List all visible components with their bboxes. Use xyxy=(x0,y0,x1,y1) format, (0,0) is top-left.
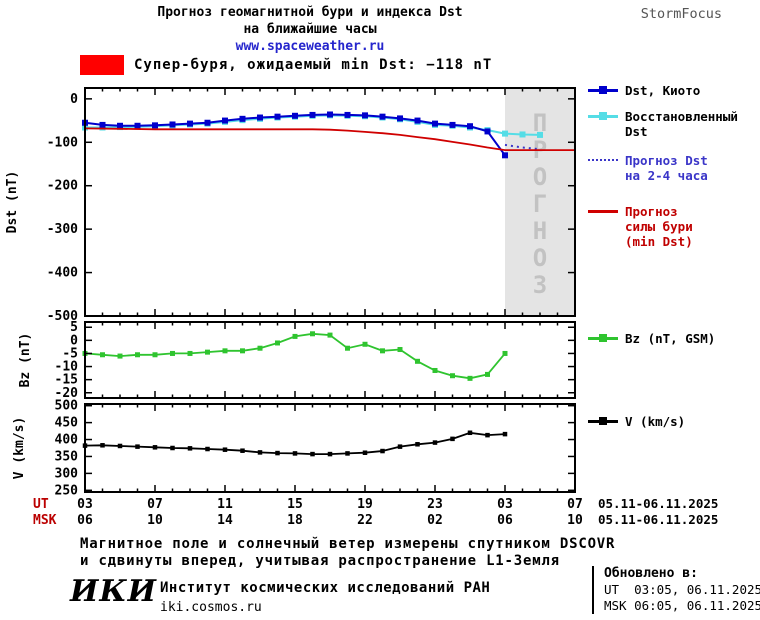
legend-dst-kyoto-label: Dst, Киото xyxy=(625,83,701,98)
svg-text:Dst (nT): Dst (nT) xyxy=(5,171,20,234)
page-subtitle: на ближайшие часы xyxy=(243,22,377,37)
legend-bz-label: Bz (nT, GSM) xyxy=(625,331,716,346)
legend-forecast-label-line2: на 2-4 часа xyxy=(625,168,708,183)
iki-logo: ИКИ xyxy=(70,574,157,609)
storm-alert: Супер-буря, ожидаемый min Dst: −118 nT xyxy=(80,55,492,75)
svg-text:11: 11 xyxy=(217,497,233,512)
svg-text:Г: Г xyxy=(533,190,547,218)
updated-label: Обновлено в: xyxy=(604,566,698,581)
svg-text:400: 400 xyxy=(55,433,79,448)
brand-label: StormFocus xyxy=(640,6,722,22)
legend-forecast-label-line1: Прогноз Dst xyxy=(625,153,708,168)
svg-text:450: 450 xyxy=(55,416,79,431)
legend-storm-forecast: Прогноз силы бури (min Dst) xyxy=(588,204,693,249)
bz-marker-icon xyxy=(588,333,618,344)
svg-text:03: 03 xyxy=(77,497,93,512)
legend-storm-label-line2: силы бури xyxy=(625,219,693,234)
alert-text: Супер-буря, ожидаемый min Dst: −118 nT xyxy=(134,57,493,73)
svg-text:О: О xyxy=(533,244,547,272)
legend-forecast-dst: Прогноз Dst на 2-4 часа xyxy=(588,153,708,183)
legend-v-label: V (km/s) xyxy=(625,414,686,429)
svg-text:19: 19 xyxy=(357,497,373,512)
updated-block: Обновлено в: UT 03:05, 06.11.2025 MSK 06… xyxy=(592,566,760,614)
svg-text:300: 300 xyxy=(55,466,79,481)
legend-dst-kyoto: Dst, Киото xyxy=(588,83,700,98)
legend-restored-label-line1: Восстановленный xyxy=(625,109,738,124)
iki-site-link[interactable]: iki.cosmos.ru xyxy=(160,600,262,615)
svg-text:06: 06 xyxy=(77,513,93,528)
svg-text:О: О xyxy=(533,163,547,191)
svg-text:З: З xyxy=(533,271,547,299)
legend-restored-label-line2: Dst xyxy=(625,124,648,139)
svg-text:250: 250 xyxy=(55,483,79,498)
svg-text:-200: -200 xyxy=(47,179,78,194)
svg-text:02: 02 xyxy=(427,513,443,528)
svg-text:-500: -500 xyxy=(47,309,78,324)
svg-text:350: 350 xyxy=(55,449,79,464)
alert-color-swatch xyxy=(80,55,124,75)
svg-text:MSK: MSK xyxy=(33,513,57,528)
restored-dst-marker-icon xyxy=(588,111,618,122)
svg-text:0: 0 xyxy=(70,333,78,348)
svg-text:UT: UT xyxy=(33,497,49,512)
svg-text:500: 500 xyxy=(55,399,79,414)
svg-text:-15: -15 xyxy=(55,373,78,388)
svg-text:05.11-06.11.2025: 05.11-06.11.2025 xyxy=(598,512,718,527)
legend-storm-label-line3: (min Dst) xyxy=(625,234,693,249)
svg-text:06: 06 xyxy=(497,513,513,528)
svg-text:Н: Н xyxy=(533,217,547,245)
v-marker-icon xyxy=(588,416,618,427)
svg-text:23: 23 xyxy=(427,497,443,512)
svg-text:-10: -10 xyxy=(55,360,79,375)
measurement-note-line1: Магнитное поле и солнечный ветер измерен… xyxy=(80,536,616,552)
svg-text:14: 14 xyxy=(217,513,233,528)
legend-storm-label-line1: Прогноз xyxy=(625,204,678,219)
svg-text:-400: -400 xyxy=(47,266,78,281)
svg-text:-20: -20 xyxy=(55,386,79,401)
updated-ut: UT 03:05, 06.11.2025 xyxy=(604,582,760,597)
svg-text:05.11-06.11.2025: 05.11-06.11.2025 xyxy=(598,496,718,511)
svg-text:П: П xyxy=(533,109,547,137)
svg-text:18: 18 xyxy=(287,513,303,528)
svg-text:03: 03 xyxy=(497,497,513,512)
svg-text:22: 22 xyxy=(357,513,373,528)
svg-text:10: 10 xyxy=(567,513,583,528)
storm-forecast-marker-icon xyxy=(588,206,618,217)
updated-msk: MSK 06:05, 06.11.2025 xyxy=(604,598,760,613)
svg-text:5: 5 xyxy=(70,320,78,335)
institute-name: Институт космических исследований РАН xyxy=(160,580,491,596)
legend-bz: Bz (nT, GSM) xyxy=(588,331,715,346)
svg-text:-5: -5 xyxy=(62,346,78,361)
svg-text:-300: -300 xyxy=(47,222,78,237)
svg-text:0: 0 xyxy=(70,92,78,107)
svg-text:-100: -100 xyxy=(47,135,78,150)
svg-text:07: 07 xyxy=(567,497,583,512)
header: Прогноз геомагнитной бури и индекса Dst … xyxy=(40,4,580,55)
measurement-note: Магнитное поле и солнечный ветер измерен… xyxy=(80,536,615,570)
svg-text:07: 07 xyxy=(147,497,163,512)
svg-text:10: 10 xyxy=(147,513,163,528)
legend-restored-dst: Восстановленный Dst xyxy=(588,109,738,139)
svg-text:15: 15 xyxy=(287,497,303,512)
svg-text:V (km/s): V (km/s) xyxy=(12,417,27,480)
forecast-dst-marker-icon xyxy=(588,155,618,166)
legend-v: V (km/s) xyxy=(588,414,685,429)
svg-text:Bz (nT): Bz (nT) xyxy=(18,333,33,388)
dst-kyoto-marker-icon xyxy=(588,85,618,96)
measurement-note-line2: и сдвинуты вперед, учитывая распростране… xyxy=(80,553,560,569)
page-title: Прогноз геомагнитной бури и индекса Dst xyxy=(157,5,463,20)
spaceweather-link[interactable]: www.spaceweather.ru xyxy=(235,39,385,54)
